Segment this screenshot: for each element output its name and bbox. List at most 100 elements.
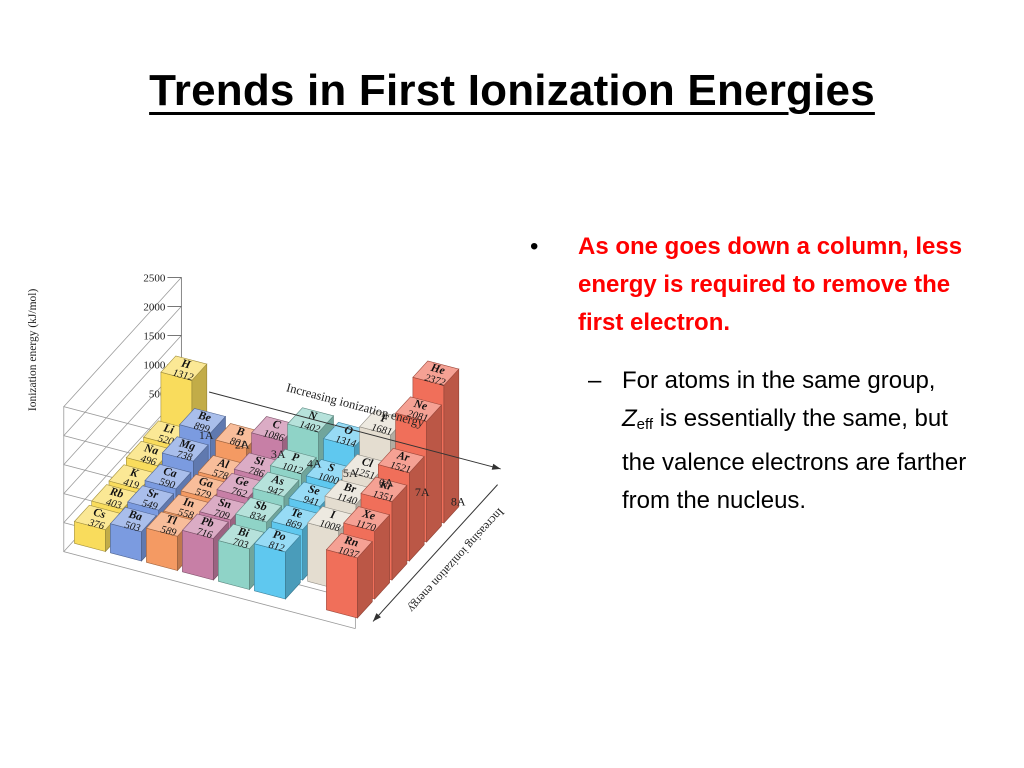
group-label: 1A bbox=[199, 428, 214, 442]
element-symbol: Ge bbox=[234, 474, 250, 489]
element-symbol: F bbox=[378, 412, 390, 426]
element-symbol: O bbox=[343, 424, 354, 438]
bar-top-face bbox=[235, 497, 283, 523]
eff-subscript: eff bbox=[636, 416, 654, 433]
element-symbol: As bbox=[270, 473, 286, 488]
element-value: 1314 bbox=[334, 434, 358, 450]
bullet-list: • As one goes down a column, less energy… bbox=[530, 228, 1000, 520]
bar-top-face bbox=[412, 360, 460, 386]
element-symbol: He bbox=[429, 362, 447, 377]
y-tick-label: 1000 bbox=[143, 359, 166, 371]
element-value: 1012 bbox=[281, 461, 305, 477]
element-value: 1086 bbox=[262, 428, 286, 444]
element-value: 1521 bbox=[389, 460, 412, 476]
bar-top-face bbox=[325, 532, 373, 559]
element-value: 801 bbox=[229, 436, 247, 451]
y-axis: 05001000150020002500Ionization energy (k… bbox=[27, 272, 182, 429]
group-label: 7A bbox=[415, 485, 430, 499]
bar-side-face bbox=[426, 404, 442, 543]
element-symbol: Si bbox=[253, 455, 266, 469]
element-symbol: S bbox=[327, 462, 336, 475]
group-label: 4A bbox=[307, 457, 322, 471]
bar-top-face bbox=[179, 408, 227, 434]
element-symbol: Mg bbox=[177, 437, 197, 453]
element-symbol: Rb bbox=[108, 485, 125, 500]
sub-bullet-item: – For atoms in the same group, Zeff is e… bbox=[578, 362, 1000, 520]
element-value: 1312 bbox=[171, 368, 195, 384]
y-tick-label: 2500 bbox=[143, 272, 166, 284]
group-label: 5A bbox=[343, 466, 358, 480]
element-symbol: Tl bbox=[165, 513, 179, 527]
element-symbol: Ne bbox=[412, 398, 429, 413]
element-value: 703 bbox=[231, 537, 249, 552]
element-symbol: Na bbox=[142, 442, 160, 458]
element-value: 1008 bbox=[318, 518, 342, 534]
element-value: 1681 bbox=[370, 422, 393, 438]
element-symbol: Ba bbox=[126, 508, 143, 523]
element-value: 503 bbox=[123, 520, 141, 535]
element-value: 376 bbox=[86, 517, 106, 532]
ionization-energy-chart: 05001000150020002500Ionization energy (k… bbox=[0, 200, 540, 650]
bar-side-face bbox=[408, 455, 425, 562]
y-tick-label: 2000 bbox=[143, 301, 166, 313]
bar-top-face bbox=[377, 447, 425, 474]
depth-axis-arrowhead bbox=[373, 613, 381, 622]
bar-top-face bbox=[287, 407, 335, 433]
bar-top-face bbox=[343, 506, 391, 532]
bar-top-face bbox=[395, 396, 443, 422]
y-tick-label: 1500 bbox=[143, 330, 166, 342]
z-variable: Z bbox=[622, 405, 637, 432]
slide-title: Trends in First Ionization Energies bbox=[149, 66, 875, 115]
element-value: 579 bbox=[194, 487, 213, 502]
sub-text-before: For atoms in the same group, bbox=[622, 367, 936, 394]
bar-top-face bbox=[252, 471, 300, 497]
element-symbol: Ca bbox=[162, 465, 178, 480]
x-axis-arrowhead bbox=[491, 463, 501, 470]
element-symbol: Sr bbox=[146, 487, 160, 502]
group-label: 6A bbox=[379, 476, 394, 490]
sub-bullet-text: For atoms in the same group, Zeff is ess… bbox=[622, 362, 972, 520]
element-symbol: In bbox=[181, 496, 196, 511]
element-value: 2372 bbox=[423, 373, 447, 389]
bar-top-face bbox=[181, 513, 229, 539]
element-symbol: Cl bbox=[360, 456, 374, 471]
element-symbol: Se bbox=[307, 483, 321, 498]
element-value: 419 bbox=[122, 477, 141, 492]
element-value: 1170 bbox=[354, 518, 377, 534]
element-value: 1402 bbox=[298, 419, 322, 435]
element-value: 496 bbox=[139, 454, 158, 469]
chart-svg: 05001000150020002500Ionization energy (k… bbox=[27, 272, 507, 629]
element-value: 941 bbox=[302, 494, 320, 509]
element-symbol: H bbox=[179, 357, 193, 371]
group-label: 2A bbox=[235, 438, 250, 452]
element-value: 1140 bbox=[336, 492, 359, 508]
element-value: 786 bbox=[247, 465, 266, 480]
element-value: 590 bbox=[158, 477, 177, 492]
bar-top-face bbox=[127, 485, 175, 511]
element-value: 762 bbox=[230, 486, 249, 501]
y-axis-label: Ionization energy (kJ/mol) bbox=[27, 289, 39, 412]
bar-top-face bbox=[161, 436, 209, 462]
element-symbol: Pb bbox=[200, 515, 216, 530]
element-value: 1351 bbox=[371, 489, 394, 505]
element-value: 1251 bbox=[353, 466, 376, 482]
element-value: 1000 bbox=[317, 471, 341, 487]
element-symbol: Bi bbox=[236, 525, 251, 540]
group-label: 8A bbox=[451, 495, 466, 509]
element-symbol: Be bbox=[196, 409, 212, 424]
sub-bullet-marker: – bbox=[588, 367, 602, 394]
bullet-marker: • bbox=[530, 233, 539, 260]
element-symbol: P bbox=[290, 451, 301, 465]
element-symbol: Xe bbox=[360, 508, 376, 523]
element-value: 834 bbox=[249, 510, 268, 525]
depth-axis-arrow bbox=[372, 484, 498, 622]
group-label: 3A bbox=[271, 447, 286, 461]
bar-top-face bbox=[360, 476, 408, 502]
element-value: 1037 bbox=[337, 545, 361, 561]
chart-frame bbox=[63, 277, 356, 629]
element-symbol: B bbox=[234, 425, 246, 439]
element-value: 738 bbox=[175, 449, 194, 464]
bar-top-face bbox=[109, 506, 157, 533]
